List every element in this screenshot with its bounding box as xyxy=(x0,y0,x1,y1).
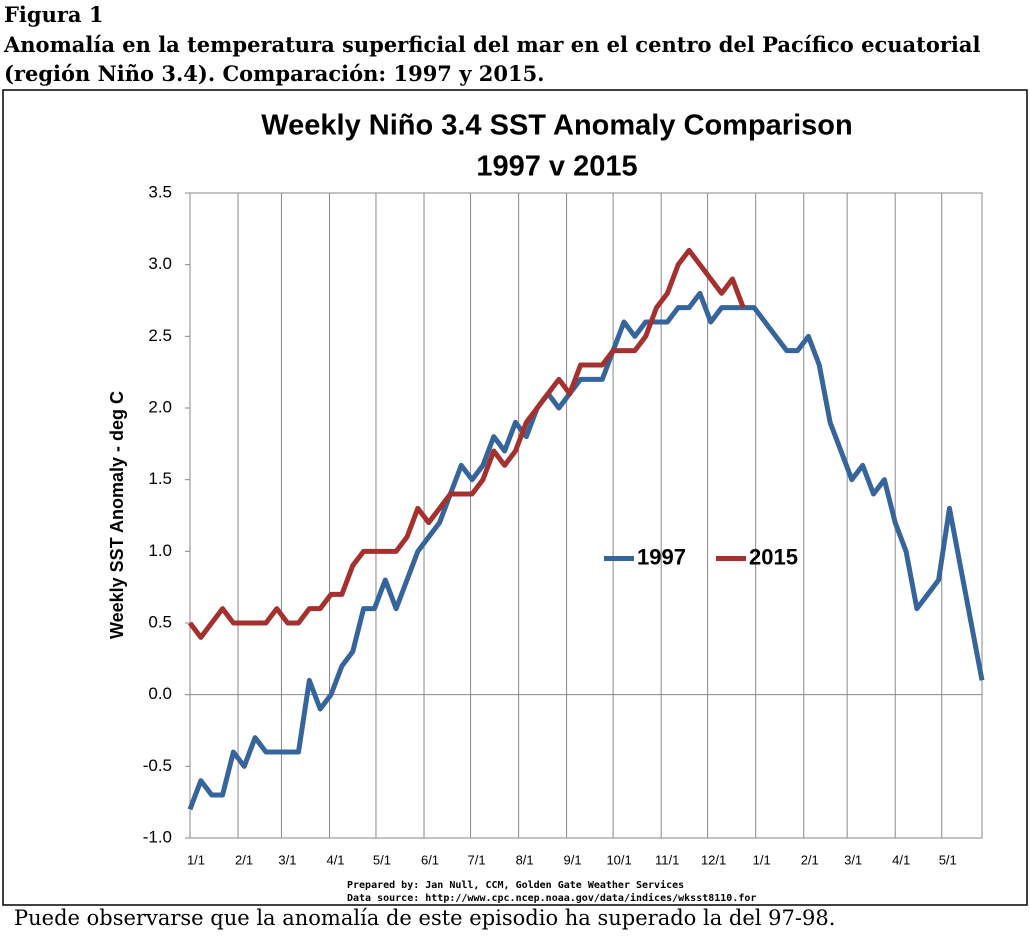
credit: Prepared by: Jan Null, CCM, Golden Gate … xyxy=(347,879,684,891)
y-axis-label: Weekly SST Anomaly - deg C xyxy=(107,391,127,639)
x-tick-label: 8/1 xyxy=(516,852,534,867)
x-tick-label: 3/1 xyxy=(844,852,862,867)
y-tick-label: 1.0 xyxy=(148,541,172,560)
x-tick-label: 3/1 xyxy=(278,852,296,867)
series-line xyxy=(188,247,746,640)
x-tick-label: 2/1 xyxy=(801,852,819,867)
y-tick-label: 3.0 xyxy=(148,254,172,273)
x-tick-label: 1/1 xyxy=(187,852,205,867)
x-tick-label: 1/1 xyxy=(753,852,771,867)
x-tick-label: 5/1 xyxy=(373,852,391,867)
x-tick-label: 10/1 xyxy=(606,852,631,867)
y-tick-label: 2.0 xyxy=(148,397,172,416)
x-tick-label: 12/1 xyxy=(701,852,726,867)
legend-label: 1997 xyxy=(637,544,686,569)
y-tick-label: 3.5 xyxy=(148,182,172,201)
y-tick-label: 0.5 xyxy=(148,612,172,631)
caption: Anomalía en la temperatura superficial d… xyxy=(4,32,981,86)
y-tick-label: 0.0 xyxy=(148,684,172,703)
plot-area xyxy=(189,192,983,839)
credit: Data source: http://www.cpc.ncep.noaa.go… xyxy=(347,892,756,904)
x-tick-label: 11/1 xyxy=(655,852,679,867)
x-tick-label: 7/1 xyxy=(468,852,486,867)
chart-frame xyxy=(2,89,1028,906)
x-tick-label: 5/1 xyxy=(939,852,957,867)
x-tick-label: 9/1 xyxy=(564,852,582,867)
x-tick-label: 4/1 xyxy=(326,852,344,867)
chart-subtitle: 1997 v 2015 xyxy=(476,151,637,183)
chart-title: Weekly Niño 3.4 SST Anomaly Comparison xyxy=(261,110,852,142)
y-tick-label: -0.5 xyxy=(143,756,172,775)
figure-label: Figura 1 xyxy=(4,2,104,27)
note: Puede observarse que la anomalía de este… xyxy=(14,906,836,930)
series-line xyxy=(187,290,985,811)
y-tick-label: 1.5 xyxy=(148,469,172,488)
legend-label: 2015 xyxy=(749,544,798,569)
y-tick-label: 2.5 xyxy=(148,326,172,345)
x-tick-label: 6/1 xyxy=(421,852,439,867)
y-tick-label: -1.0 xyxy=(143,827,172,846)
x-tick-label: 4/1 xyxy=(892,852,910,867)
x-tick-label: 2/1 xyxy=(235,852,253,867)
